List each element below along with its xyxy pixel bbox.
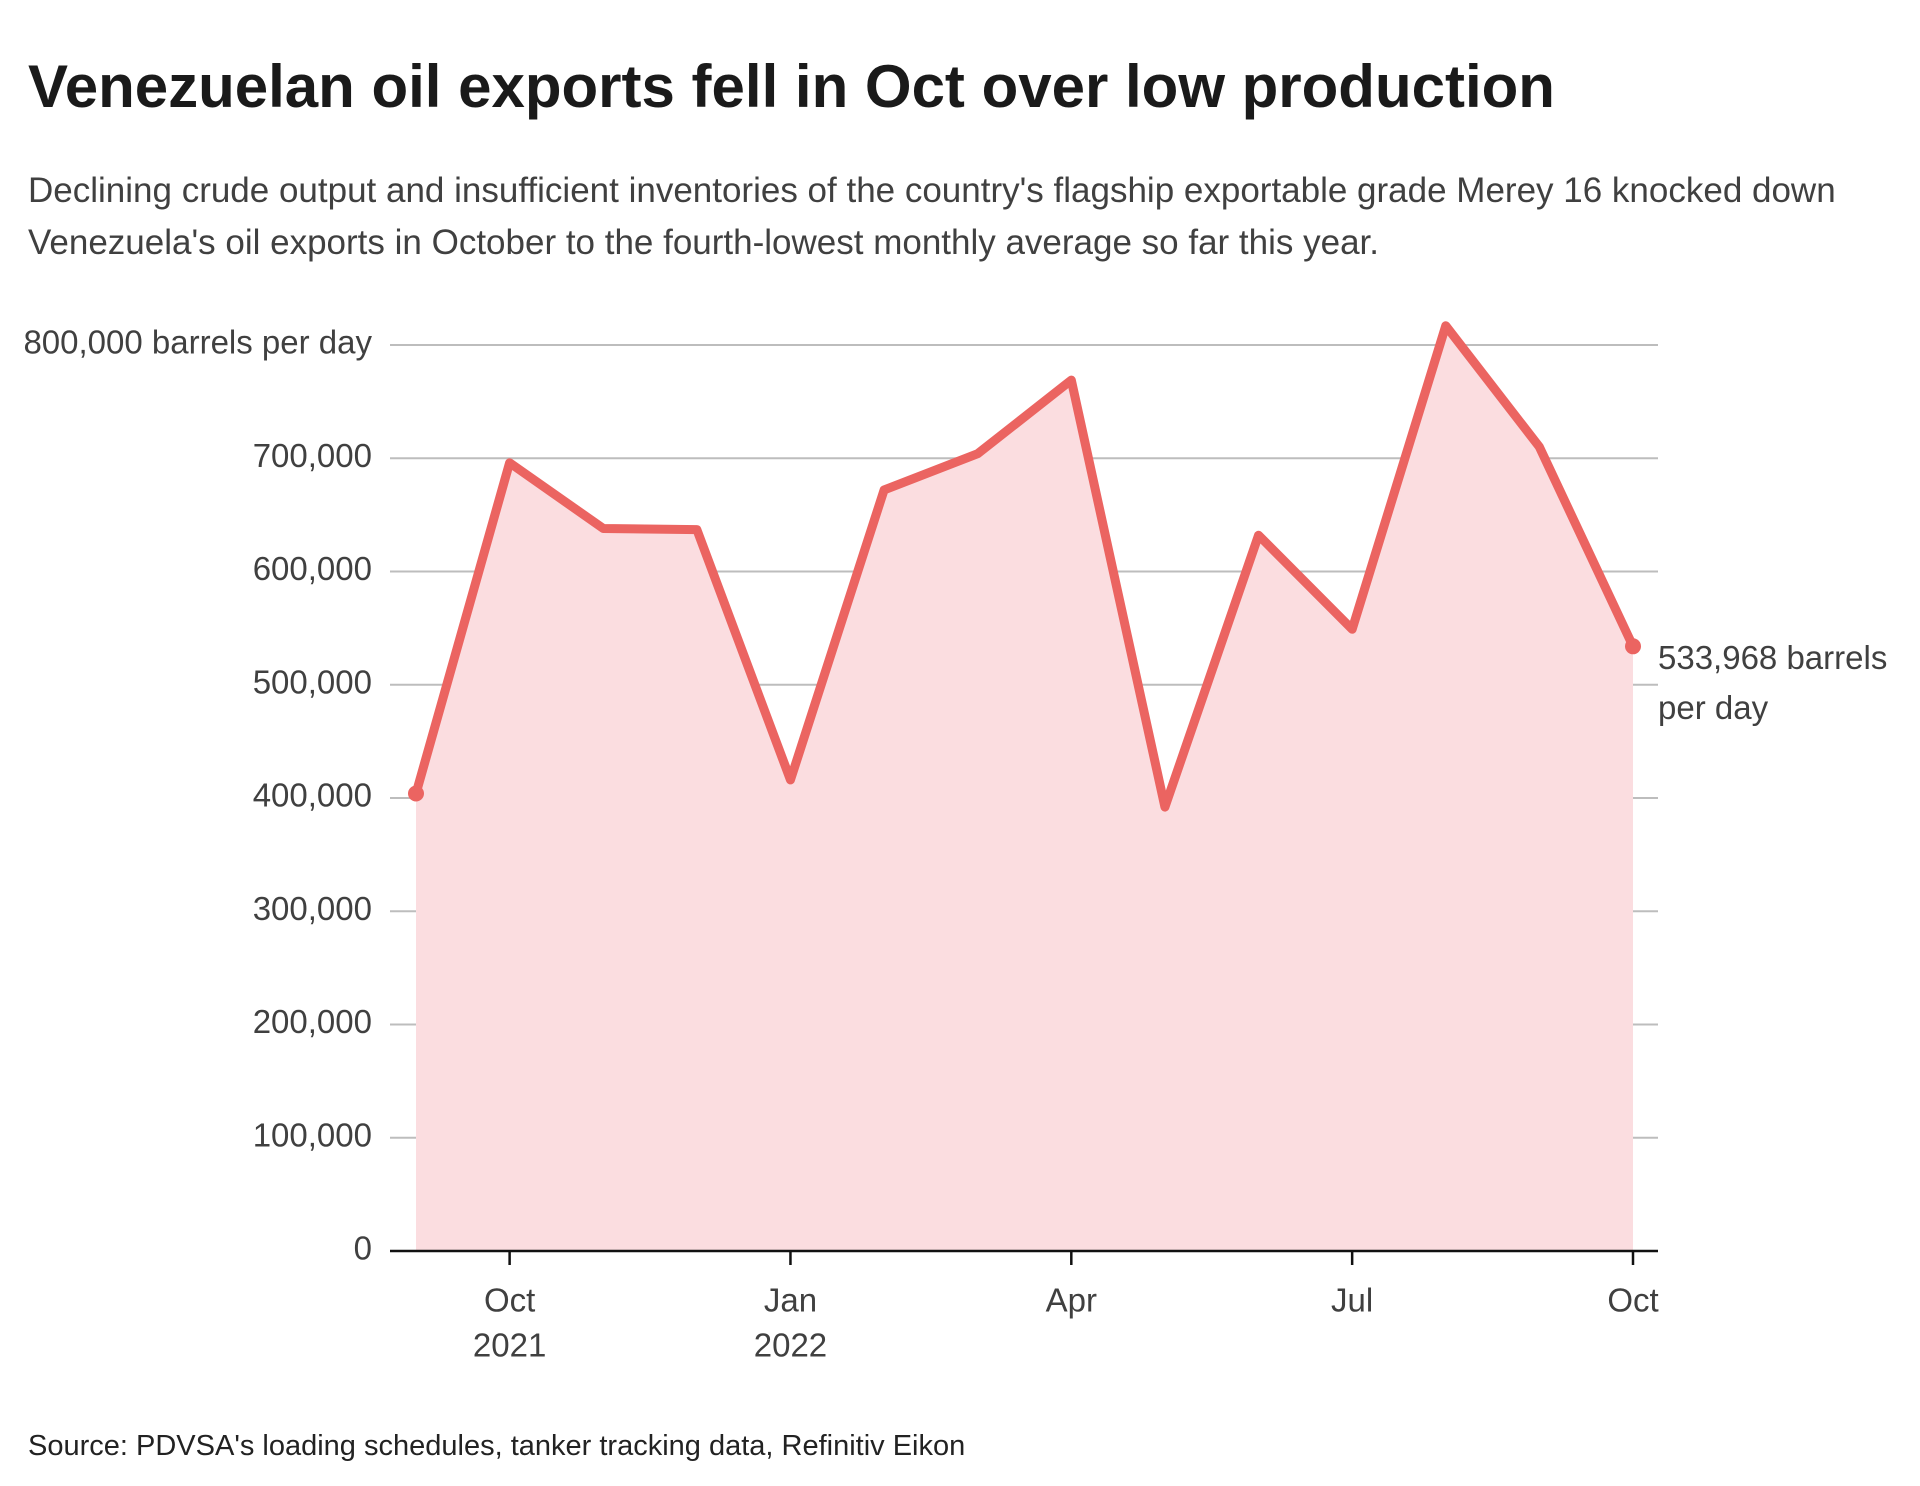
y-tick-label: 600,000 [253,550,372,587]
line [411,321,1638,812]
y-tick-label: 800,000 barrels per day [23,324,372,361]
y-tick-label: 200,000 [253,1003,372,1040]
x-tick-label: Jan [764,1282,817,1319]
x-tick-year: 2021 [473,1327,546,1364]
value-label: 533,968 barrels per day [1658,639,1888,726]
x-tick-year: 2022 [754,1327,827,1364]
source: Source: PDVSA's loading schedules, tanke… [28,1430,966,1462]
x-tick-label: Oct [1607,1282,1658,1319]
x-tick-label: Apr [1046,1282,1097,1319]
y-tick-label: 100,000 [253,1116,372,1153]
x-tick-label: Jul [1331,1282,1373,1319]
y-tick-label: 300,000 [253,890,372,927]
chart-subtitle: Declining crude output and insufficient … [28,171,1836,262]
chart-title: Venezuelan oil exports fell in Oct over … [28,53,1555,120]
y-tick-label: 500,000 [253,663,372,700]
y-tick-label: 400,000 [253,777,372,814]
x-tick-label: Oct [484,1282,535,1319]
area [416,325,1633,1251]
end-point [408,785,424,802]
end-point [1625,638,1641,655]
y-tick-label: 700,000 [253,437,372,474]
y-tick-label: 0 [354,1230,372,1267]
